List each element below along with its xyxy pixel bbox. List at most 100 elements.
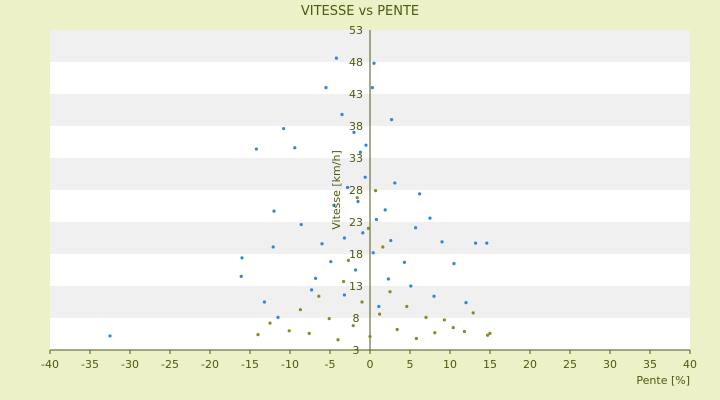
x-tick-label: -35 [81,358,99,371]
x-tick-label: 10 [443,358,457,371]
y-tick-label: 38 [349,120,363,133]
blue-scatter-point [358,150,362,154]
blue-scatter-point [314,276,318,280]
blue-scatter-point [383,208,387,212]
blue-scatter-point [352,130,356,134]
blue-scatter-point [332,203,336,207]
blue-scatter-point [276,315,280,319]
y-tick-label: 18 [349,248,363,261]
olive-scatter-point [368,334,372,339]
olive-scatter-point [488,331,492,335]
x-tick-label: -5 [325,358,336,371]
olive-scatter-point [424,315,428,319]
olive-scatter-point [381,245,385,249]
blue-scatter-point [389,238,393,243]
blue-scatter-point [342,236,346,240]
blue-scatter-point [346,185,350,190]
x-tick-label: -10 [281,358,299,371]
x-tick-label: 25 [563,358,577,371]
blue-scatter-point [262,300,266,304]
blue-scatter-point [390,118,394,122]
blue-scatter-point [393,181,397,185]
olive-scatter-point [388,290,392,294]
blue-scatter-point [340,112,344,117]
blue-scatter-point [334,56,338,60]
olive-scatter-point [317,294,321,298]
x-tick-label: 5 [407,358,414,371]
blue-scatter-point [272,209,276,213]
blue-scatter-point [372,61,376,65]
x-tick-label: 40 [683,358,697,371]
blue-scatter-point [310,288,314,292]
blue-scatter-point [364,143,368,147]
x-axis-label: Pente [%] [636,374,690,387]
olive-scatter-point [378,312,382,316]
x-tick-label: -15 [241,358,259,371]
blue-scatter-point [342,293,346,297]
olive-scatter-point [462,329,466,334]
blue-scatter-point [371,251,375,255]
x-tick-label: -40 [41,358,59,371]
blue-scatter-point [432,294,436,298]
blue-scatter-point [409,284,413,288]
blue-scatter-point [320,242,324,246]
blue-scatter-point [240,256,244,260]
x-tick-label: 0 [367,358,374,371]
y-tick-label: 43 [349,88,363,101]
y-tick-label: 23 [349,216,363,229]
blue-scatter-point [356,199,360,204]
olive-scatter-point [355,196,359,200]
olive-scatter-point [287,329,291,333]
x-tick-label: 20 [523,358,537,371]
olive-scatter-point [256,333,260,337]
x-tick-label: -25 [161,358,179,371]
blue-scatter-point [271,245,275,249]
blue-scatter-point [414,226,418,230]
blue-scatter-point [452,262,456,266]
chart-title: VITESSE vs PENTE [301,4,419,19]
blue-scatter-point [329,260,333,264]
blue-scatter-point [361,231,365,235]
olive-scatter-point [405,304,409,309]
y-axis-ticks: 38131823283338434853 [349,24,363,357]
y-tick-label: 48 [349,56,363,69]
scatter-points [108,56,492,342]
blue-scatter-point [354,268,358,272]
blue-scatter-point [299,222,303,227]
blue-scatter-point [418,192,422,196]
blue-scatter-point [254,147,258,151]
olive-scatter-point [451,326,455,330]
y-tick-label: 53 [349,24,363,37]
olive-scatter-point [342,279,346,284]
y-tick-label: 8 [353,312,360,325]
x-axis-ticks: -40 -35 -30 -25 -20 -15 -10 -5 0 5 10 15 20 25 30 35 40 [41,350,697,371]
olive-scatter-point [374,189,378,193]
blue-scatter-point [474,241,478,245]
x-tick-label: 30 [603,358,617,371]
blue-scatter-point [324,86,328,90]
blue-scatter-point [440,240,444,244]
olive-scatter-point [414,336,418,341]
olive-scatter-point [336,338,340,342]
olive-scatter-point [346,258,350,262]
olive-scatter-point [366,226,370,230]
olive-scatter-point [268,321,272,325]
olive-scatter-point [486,333,490,337]
y-tick-label: 28 [349,184,363,197]
blue-scatter-point [239,274,243,278]
olive-scatter-point [307,331,311,335]
olive-scatter-point [433,331,437,335]
blue-scatter-point [485,241,489,245]
x-tick-label: -20 [201,358,219,371]
blue-scatter-point [402,260,406,264]
olive-scatter-point [351,324,355,328]
blue-scatter-point [370,86,374,90]
blue-scatter-point [363,175,367,179]
blue-scatter-point [386,277,390,281]
blue-scatter-point [428,216,432,220]
y-tick-label: 13 [349,280,363,293]
y-axis-label: Vitesse [km/h] [330,150,343,230]
blue-scatter-point [377,304,381,309]
